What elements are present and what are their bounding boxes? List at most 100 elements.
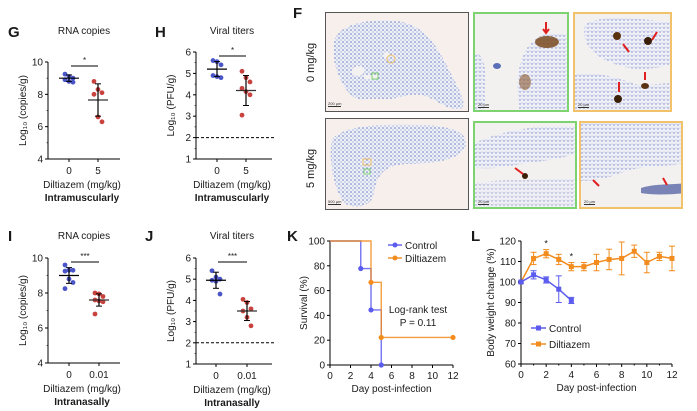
panel-letter-h: H [155,24,166,41]
lung-zoom-orange-5mgkg: 20 μm [579,121,683,209]
data-point [99,119,105,125]
data-point [358,265,364,272]
x-tick-label: 12 [447,371,459,382]
chart-title: Viral titers [210,231,254,242]
y-tick-label: 4 [185,296,191,307]
panel-letter-j: J [145,228,154,245]
y-tick-label: 10 [32,254,44,265]
chart-title: RNA copies [58,231,110,242]
y-tick-label: 80 [505,319,517,330]
data-point [556,256,562,262]
data-point [70,280,76,285]
chart-g-dotplot [45,61,120,162]
y-tick-label: 3 [185,112,191,123]
data-point [92,311,98,317]
annotation-test: Log-rank test [389,305,448,316]
y-tick-label: 6 [37,324,43,335]
data-point [606,256,612,262]
red-arrow-icon [514,167,524,175]
y-axis-label: Log₁₀ (PFU/g) [166,75,177,137]
data-point [368,279,374,285]
red-arrow-icon [592,177,668,187]
legend-marker [392,255,398,261]
y-tick-label: 4 [37,359,43,370]
data-point [239,85,245,91]
data-point [669,255,675,261]
y-tick-label: 100 [499,278,516,289]
data-point [91,91,97,97]
chart-title: RNA copies [58,26,110,37]
data-point [543,277,549,283]
x-tick-label: 5 [95,166,101,177]
data-point [631,248,637,254]
panel-letter-f: F [293,5,303,22]
y-tick-label: 40 [314,311,326,322]
legend-marker [392,242,398,248]
red-arrow-icon [542,22,550,35]
y-tick-label: 3 [185,317,191,328]
data-point [378,334,384,341]
significance-label: * [231,46,234,55]
data-point [247,92,253,98]
x-tick-label: 0 [518,370,524,381]
x-axis-label: Diltiazem (mg/kg) [193,385,271,396]
scale-bar-label: 20 μm [584,199,596,205]
data-point [70,267,76,273]
y-axis-label: Survival (%) [299,276,310,330]
data-point [248,306,254,312]
y-axis-label: Log₁₀ (copies/g) [18,75,29,146]
data-point [62,268,68,274]
data-point [531,272,537,278]
orange-roi-marker [386,54,396,64]
data-point [531,255,537,261]
ihc-image [475,123,575,207]
lung-section-image [326,119,468,209]
scale-bar-label: 20 μm [478,102,490,108]
x-axis-label: Day post-infection [351,384,431,395]
data-point [218,62,224,68]
ihc-image [581,123,681,207]
legend-marker [536,341,541,347]
data-point [368,307,374,313]
data-point [218,75,224,81]
y-tick-label: 110 [500,257,516,268]
panel-letter-g: G [8,24,20,41]
data-point [518,279,524,285]
route-label: Intranasally [54,397,110,408]
data-point [239,112,245,118]
panel-letter-i: I [8,228,13,245]
legend-label-control: Control [549,324,581,335]
chart-title: Viral titers [210,26,254,37]
data-point [594,260,599,266]
panel-letter-k: K [287,228,298,245]
data-point [656,253,662,259]
y-tick-label: 1 [185,360,191,371]
data-point [62,262,68,268]
chart-j-dotplot [193,257,274,367]
lung-zoom-green-5mgkg: 20 μm [473,121,577,209]
route-label: Intramuscularly [195,193,270,204]
x-tick-label: 8 [409,371,415,382]
y-tick-label: 2 [185,338,191,349]
y-axis-label: Log₁₀ (PFU/g) [166,280,177,342]
data-point [568,264,574,270]
y-tick-label: 6 [185,48,191,59]
y-tick-label: 70 [505,339,517,350]
x-tick-label: 5 [243,166,249,177]
data-point [70,79,76,85]
data-point [62,71,68,77]
data-point [99,90,105,96]
data-point [378,362,384,368]
legend-marker [536,325,541,331]
y-tick-label: 8 [37,90,43,101]
y-axis-label: Log₁₀ (copies/g) [18,275,29,346]
x-tick-label: 2 [348,371,354,382]
data-point [217,291,223,297]
chart-i-dotplot [45,257,120,366]
series-line-diltiazem [330,240,453,339]
significance-label: *** [80,252,89,261]
data-point [100,294,106,299]
x-tick-label: 6 [594,370,600,381]
y-tick-label: 4 [185,90,191,101]
